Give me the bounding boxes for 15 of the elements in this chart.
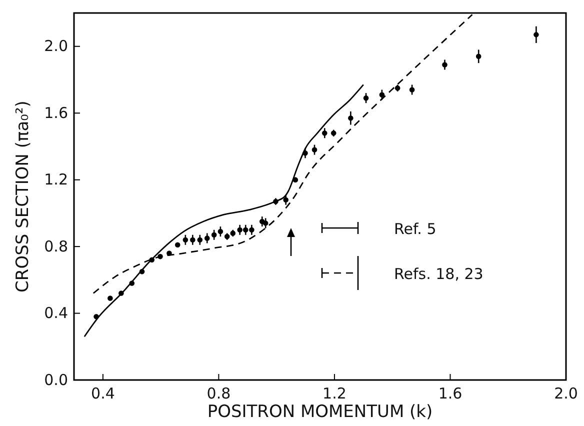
legend-label: Refs. 18, 23: [394, 265, 484, 283]
y-tick-label: 0.8: [44, 237, 68, 256]
y-tick-label: 0.4: [44, 304, 68, 322]
y-tick-label: 2.0: [44, 37, 68, 56]
x-tick-label: 0.4: [91, 384, 115, 403]
x-tick-label: 2.0: [554, 384, 578, 403]
x-tick-label: 1.6: [438, 384, 462, 403]
y-tick-label: 1.2: [44, 170, 68, 189]
y-axis-title: CROSS SECTION (πa₀²): [13, 100, 33, 292]
x-tick-label: 1.2: [322, 384, 346, 403]
legend-label: Ref. 5: [394, 220, 436, 238]
y-tick-label: 1.6: [44, 104, 68, 122]
x-tick-label: 0.8: [206, 384, 231, 403]
x-axis-title: POSITRON MOMENTUM (k): [207, 402, 433, 422]
y-tick-label: 0.0: [44, 370, 68, 389]
